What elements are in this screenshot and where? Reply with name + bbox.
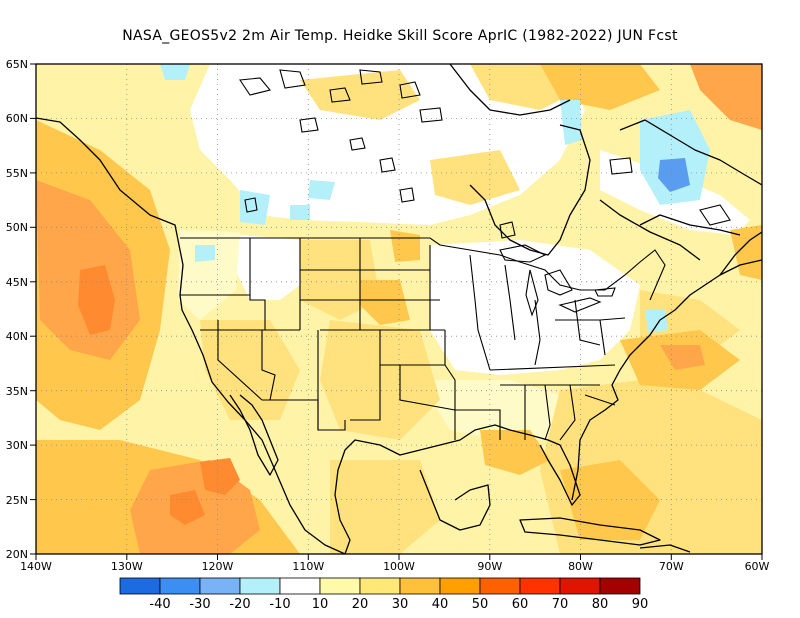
colorbar-label: 30 — [392, 597, 409, 612]
lon-label: 60W — [745, 560, 770, 573]
latitude-labels: 65N 60N 55N 50N 45N 40N 35N 30N 25N 20N — [6, 58, 28, 561]
colorbar-label: 10 — [312, 597, 329, 612]
axis-ticks — [30, 63, 763, 560]
colorbar-label: 70 — [552, 597, 569, 612]
lat-label: 25N — [6, 494, 28, 507]
colorbar-label: -40 — [149, 597, 170, 612]
great-lakes — [499, 244, 616, 317]
lon-label: 110W — [292, 560, 324, 573]
longitude-labels: 140W 130W 120W 110W 100W 90W 80W 70W 60W — [20, 560, 769, 573]
lon-label: 70W — [659, 560, 684, 573]
lat-label: 35N — [6, 385, 28, 398]
colorbar-swatch — [479, 577, 521, 595]
colorbar-swatch — [319, 577, 361, 595]
low-skill-region-plains — [235, 235, 300, 300]
lat-label: 55N — [6, 167, 28, 180]
colorbar-label: -20 — [229, 597, 250, 612]
lon-label: 100W — [383, 560, 415, 573]
colorbar-label: 40 — [432, 597, 449, 612]
lat-label: 30N — [6, 439, 28, 452]
lon-label: 120W — [202, 560, 234, 573]
colorbar-swatch — [279, 577, 321, 595]
lon-label: 130W — [111, 560, 143, 573]
colorbar-label: -10 — [269, 597, 290, 612]
colorbar: -40 -30 -20 -10 10 20 30 40 50 60 70 80 90 — [119, 577, 649, 612]
colorbar-label: 60 — [512, 597, 529, 612]
map-title: NASA_GEOS5v2 2m Air Temp. Heidke Skill S… — [122, 28, 678, 44]
colorbar-swatch — [199, 577, 241, 595]
colorbar-swatch — [359, 577, 401, 595]
lat-label: 45N — [6, 276, 28, 289]
lat-label: 60N — [6, 112, 28, 125]
colorbar-swatch — [239, 577, 281, 595]
colorbar-swatch — [159, 577, 201, 595]
lat-label: 65N — [6, 58, 28, 71]
colorbar-swatch — [519, 577, 561, 595]
colorbar-swatch — [119, 577, 161, 595]
colorbar-label: 80 — [592, 597, 609, 612]
colorbar-label: -30 — [189, 597, 210, 612]
colorbar-label: 20 — [352, 597, 369, 612]
arctic-islands — [239, 69, 731, 239]
lon-label: 80W — [568, 560, 593, 573]
colorbar-swatch — [399, 577, 441, 595]
lat-label: 20N — [6, 548, 28, 561]
colorbar-swatch — [599, 577, 641, 595]
lat-label: 40N — [6, 330, 28, 343]
political-borders — [180, 237, 666, 441]
lon-label: 90W — [477, 560, 502, 573]
lat-label: 50N — [6, 221, 28, 234]
colorbar-label: 50 — [472, 597, 489, 612]
colorbar-label: 90 — [632, 597, 649, 612]
colorbar-swatch — [559, 577, 601, 595]
coastlines — [36, 64, 762, 554]
colorbar-swatch — [439, 577, 481, 595]
lon-label: 140W — [20, 560, 52, 573]
